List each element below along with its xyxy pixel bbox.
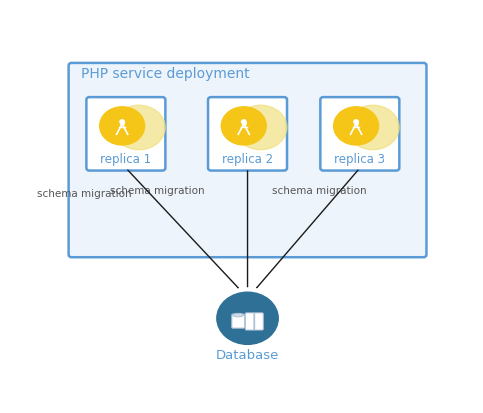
FancyBboxPatch shape — [69, 63, 426, 257]
Text: PHP service deployment: PHP service deployment — [81, 67, 250, 81]
Circle shape — [113, 105, 165, 150]
Ellipse shape — [233, 313, 243, 317]
Text: schema migration: schema migration — [37, 189, 131, 199]
Circle shape — [354, 120, 358, 123]
FancyBboxPatch shape — [320, 97, 399, 171]
FancyBboxPatch shape — [245, 313, 255, 330]
Text: Database: Database — [216, 349, 279, 362]
FancyArrowPatch shape — [257, 170, 358, 287]
FancyArrowPatch shape — [128, 170, 238, 288]
Circle shape — [334, 107, 379, 145]
Text: replica 3: replica 3 — [334, 153, 385, 166]
Text: replica 2: replica 2 — [222, 153, 273, 166]
Text: schema migration: schema migration — [272, 186, 367, 196]
Circle shape — [217, 292, 278, 344]
Circle shape — [99, 107, 144, 145]
FancyBboxPatch shape — [254, 313, 263, 330]
Text: schema migration: schema migration — [110, 186, 204, 196]
FancyBboxPatch shape — [208, 97, 287, 171]
FancyBboxPatch shape — [86, 97, 165, 171]
Circle shape — [242, 120, 246, 123]
Circle shape — [234, 105, 287, 150]
Circle shape — [347, 105, 399, 150]
Circle shape — [120, 120, 124, 123]
Circle shape — [221, 107, 266, 145]
FancyBboxPatch shape — [232, 314, 244, 328]
Text: replica 1: replica 1 — [100, 153, 152, 166]
